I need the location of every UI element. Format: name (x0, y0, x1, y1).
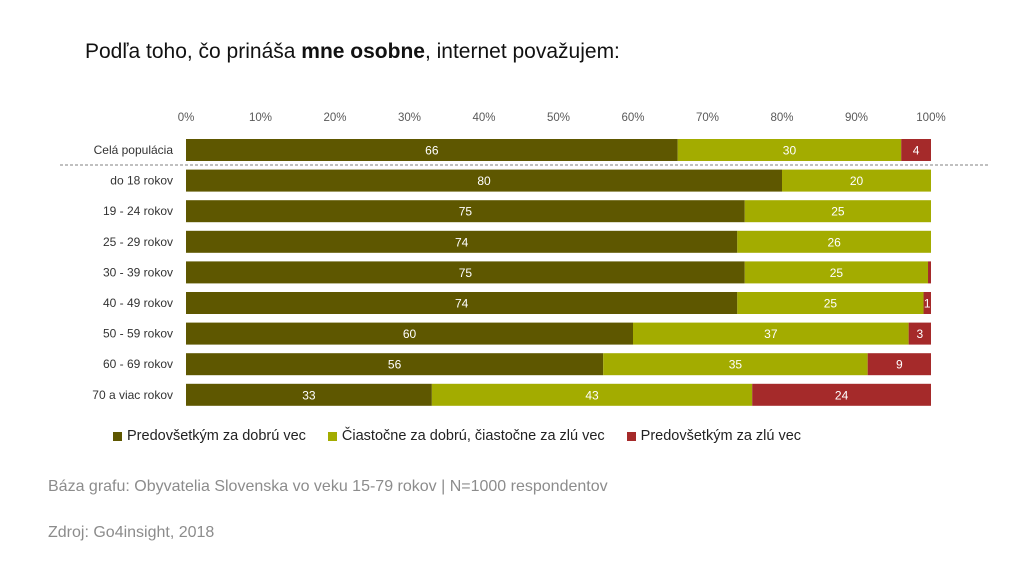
data-label: 56 (388, 358, 402, 372)
data-label: 35 (729, 358, 743, 372)
base-note: Báza grafu: Obyvatelia Slovenska vo veku… (48, 478, 608, 495)
bar-segment-predovsetkym-za-dobru-vec (186, 322, 633, 345)
data-label: 33 (302, 388, 316, 402)
data-label: 4 (913, 144, 920, 158)
bar-segment-predovsetkym-za-dobru-vec (186, 139, 678, 161)
x-tick-label: 80% (770, 112, 793, 124)
title-prefix: Podľa toho, čo prináša (85, 40, 302, 63)
data-label: 9 (896, 358, 903, 372)
legend: Predovšetkým za dobrú vec Čiastočne za d… (113, 428, 801, 444)
bar-segment-predovsetkym-za-zlu-vec (923, 292, 931, 314)
category-label: 40 - 49 rokov (103, 296, 173, 310)
bar-segment-predovsetkym-za-zlu-vec (752, 383, 931, 406)
data-label: 20 (850, 174, 864, 188)
data-label: 80 (477, 174, 491, 188)
bar-segment-ciastocne-za-dobru-ciastocne-za-zlu-vec (782, 169, 931, 192)
data-label: 30 (783, 144, 797, 158)
bar-segment-predovsetkym-za-zlu-vec (867, 353, 931, 376)
bar-segment-predovsetkym-za-dobru-vec (186, 200, 745, 223)
legend-item-good: Predovšetkým za dobrú vec (113, 428, 306, 444)
category-label: 60 - 69 rokov (103, 357, 173, 371)
chart-title: Podľa toho, čo prináša mne osobne, inter… (85, 40, 620, 64)
x-tick-label: 50% (547, 112, 570, 124)
stacked-bar-chart: 0% 10% 20% 30% 40% 50% 60% 70% 80% 90% 100% Celá po… (60, 112, 990, 406)
title-emphasis: mne osobne (301, 40, 425, 63)
data-label: 60 (403, 327, 417, 341)
data-label: 74 (455, 235, 469, 249)
data-label: 43 (585, 388, 599, 402)
x-tick-label: 20% (323, 112, 346, 124)
legend-item-mixed: Čiastočne za dobrú, čiastočne za zlú vec (327, 428, 605, 444)
bar-segment-ciastocne-za-dobru-ciastocne-za-zlu-vec (737, 292, 924, 314)
category-label: 50 - 59 rokov (103, 327, 173, 341)
legend-swatch-mixed (327, 431, 337, 441)
bar-segment-ciastocne-za-dobru-ciastocne-za-zlu-vec (744, 261, 929, 284)
data-label: 25 (824, 297, 838, 311)
category-label: Celá populácia (94, 143, 174, 157)
x-tick-label: 70% (696, 112, 719, 124)
x-tick-label: 90% (845, 112, 868, 124)
bar-segment-ciastocne-za-dobru-ciastocne-za-zlu-vec (677, 139, 902, 161)
legend-swatch-bad (626, 431, 636, 441)
bar-segment-predovsetkym-za-dobru-vec (186, 169, 782, 192)
x-tick-label: 40% (472, 112, 495, 124)
data-label: 3 (916, 327, 923, 341)
bar-segment-predovsetkym-za-dobru-vec (186, 353, 604, 376)
legend-item-bad: Predovšetkým za zlú vec (626, 428, 802, 444)
legend-label-bad: Predovšetkým za zlú vec (640, 428, 802, 444)
category-label: 19 - 24 rokov (103, 204, 173, 218)
data-label: 75 (459, 266, 473, 280)
category-label: do 18 rokov (110, 174, 173, 188)
category-label: 30 - 39 rokov (103, 265, 173, 279)
data-label: 37 (764, 327, 778, 341)
data-label: 1 (924, 297, 931, 311)
bar-segment-predovsetkym-za-zlu-vec (928, 261, 931, 284)
legend-label-good: Predovšetkým za dobrú vec (127, 428, 306, 444)
bar-segment-predovsetkym-za-dobru-vec (186, 383, 432, 406)
data-label: 66 (425, 144, 439, 158)
x-tick-label: 60% (621, 112, 644, 124)
bar-segment-predovsetkym-za-dobru-vec (186, 292, 738, 314)
category-label: 25 - 29 rokov (103, 235, 173, 249)
bar-segment-ciastocne-za-dobru-ciastocne-za-zlu-vec (603, 353, 868, 376)
data-label: 26 (827, 235, 841, 249)
data-label: 24 (835, 388, 849, 402)
bar-segment-ciastocne-za-dobru-ciastocne-za-zlu-vec (744, 200, 931, 223)
source-note: Zdroj: Go4insight, 2018 (48, 524, 215, 541)
bar-segment-predovsetkym-za-dobru-vec (186, 261, 745, 284)
x-tick-label: 100% (916, 112, 945, 124)
category-label: 70 a viac rokov (92, 388, 173, 402)
legend-swatch-good (113, 431, 122, 441)
bar-segment-predovsetkym-za-zlu-vec (901, 139, 931, 161)
x-tick-label: 30% (398, 112, 421, 124)
data-label: 25 (831, 205, 845, 219)
bar-segment-predovsetkym-za-dobru-vec (186, 230, 738, 253)
bar-segment-predovsetkym-za-zlu-vec (908, 322, 931, 345)
data-label: 75 (459, 205, 473, 219)
bar-segment-ciastocne-za-dobru-ciastocne-za-zlu-vec (737, 230, 931, 253)
bar-segment-ciastocne-za-dobru-ciastocne-za-zlu-vec (633, 322, 909, 345)
data-label: 74 (455, 297, 469, 311)
data-label: 25 (830, 266, 844, 280)
legend-label-mixed: Čiastočne za dobrú, čiastočne za zlú vec (341, 428, 605, 444)
title-suffix: , internet považujem: (424, 40, 620, 63)
x-tick-label: 0% (178, 112, 195, 124)
x-tick-label: 10% (249, 112, 272, 124)
bar-segment-ciastocne-za-dobru-ciastocne-za-zlu-vec (431, 383, 753, 406)
